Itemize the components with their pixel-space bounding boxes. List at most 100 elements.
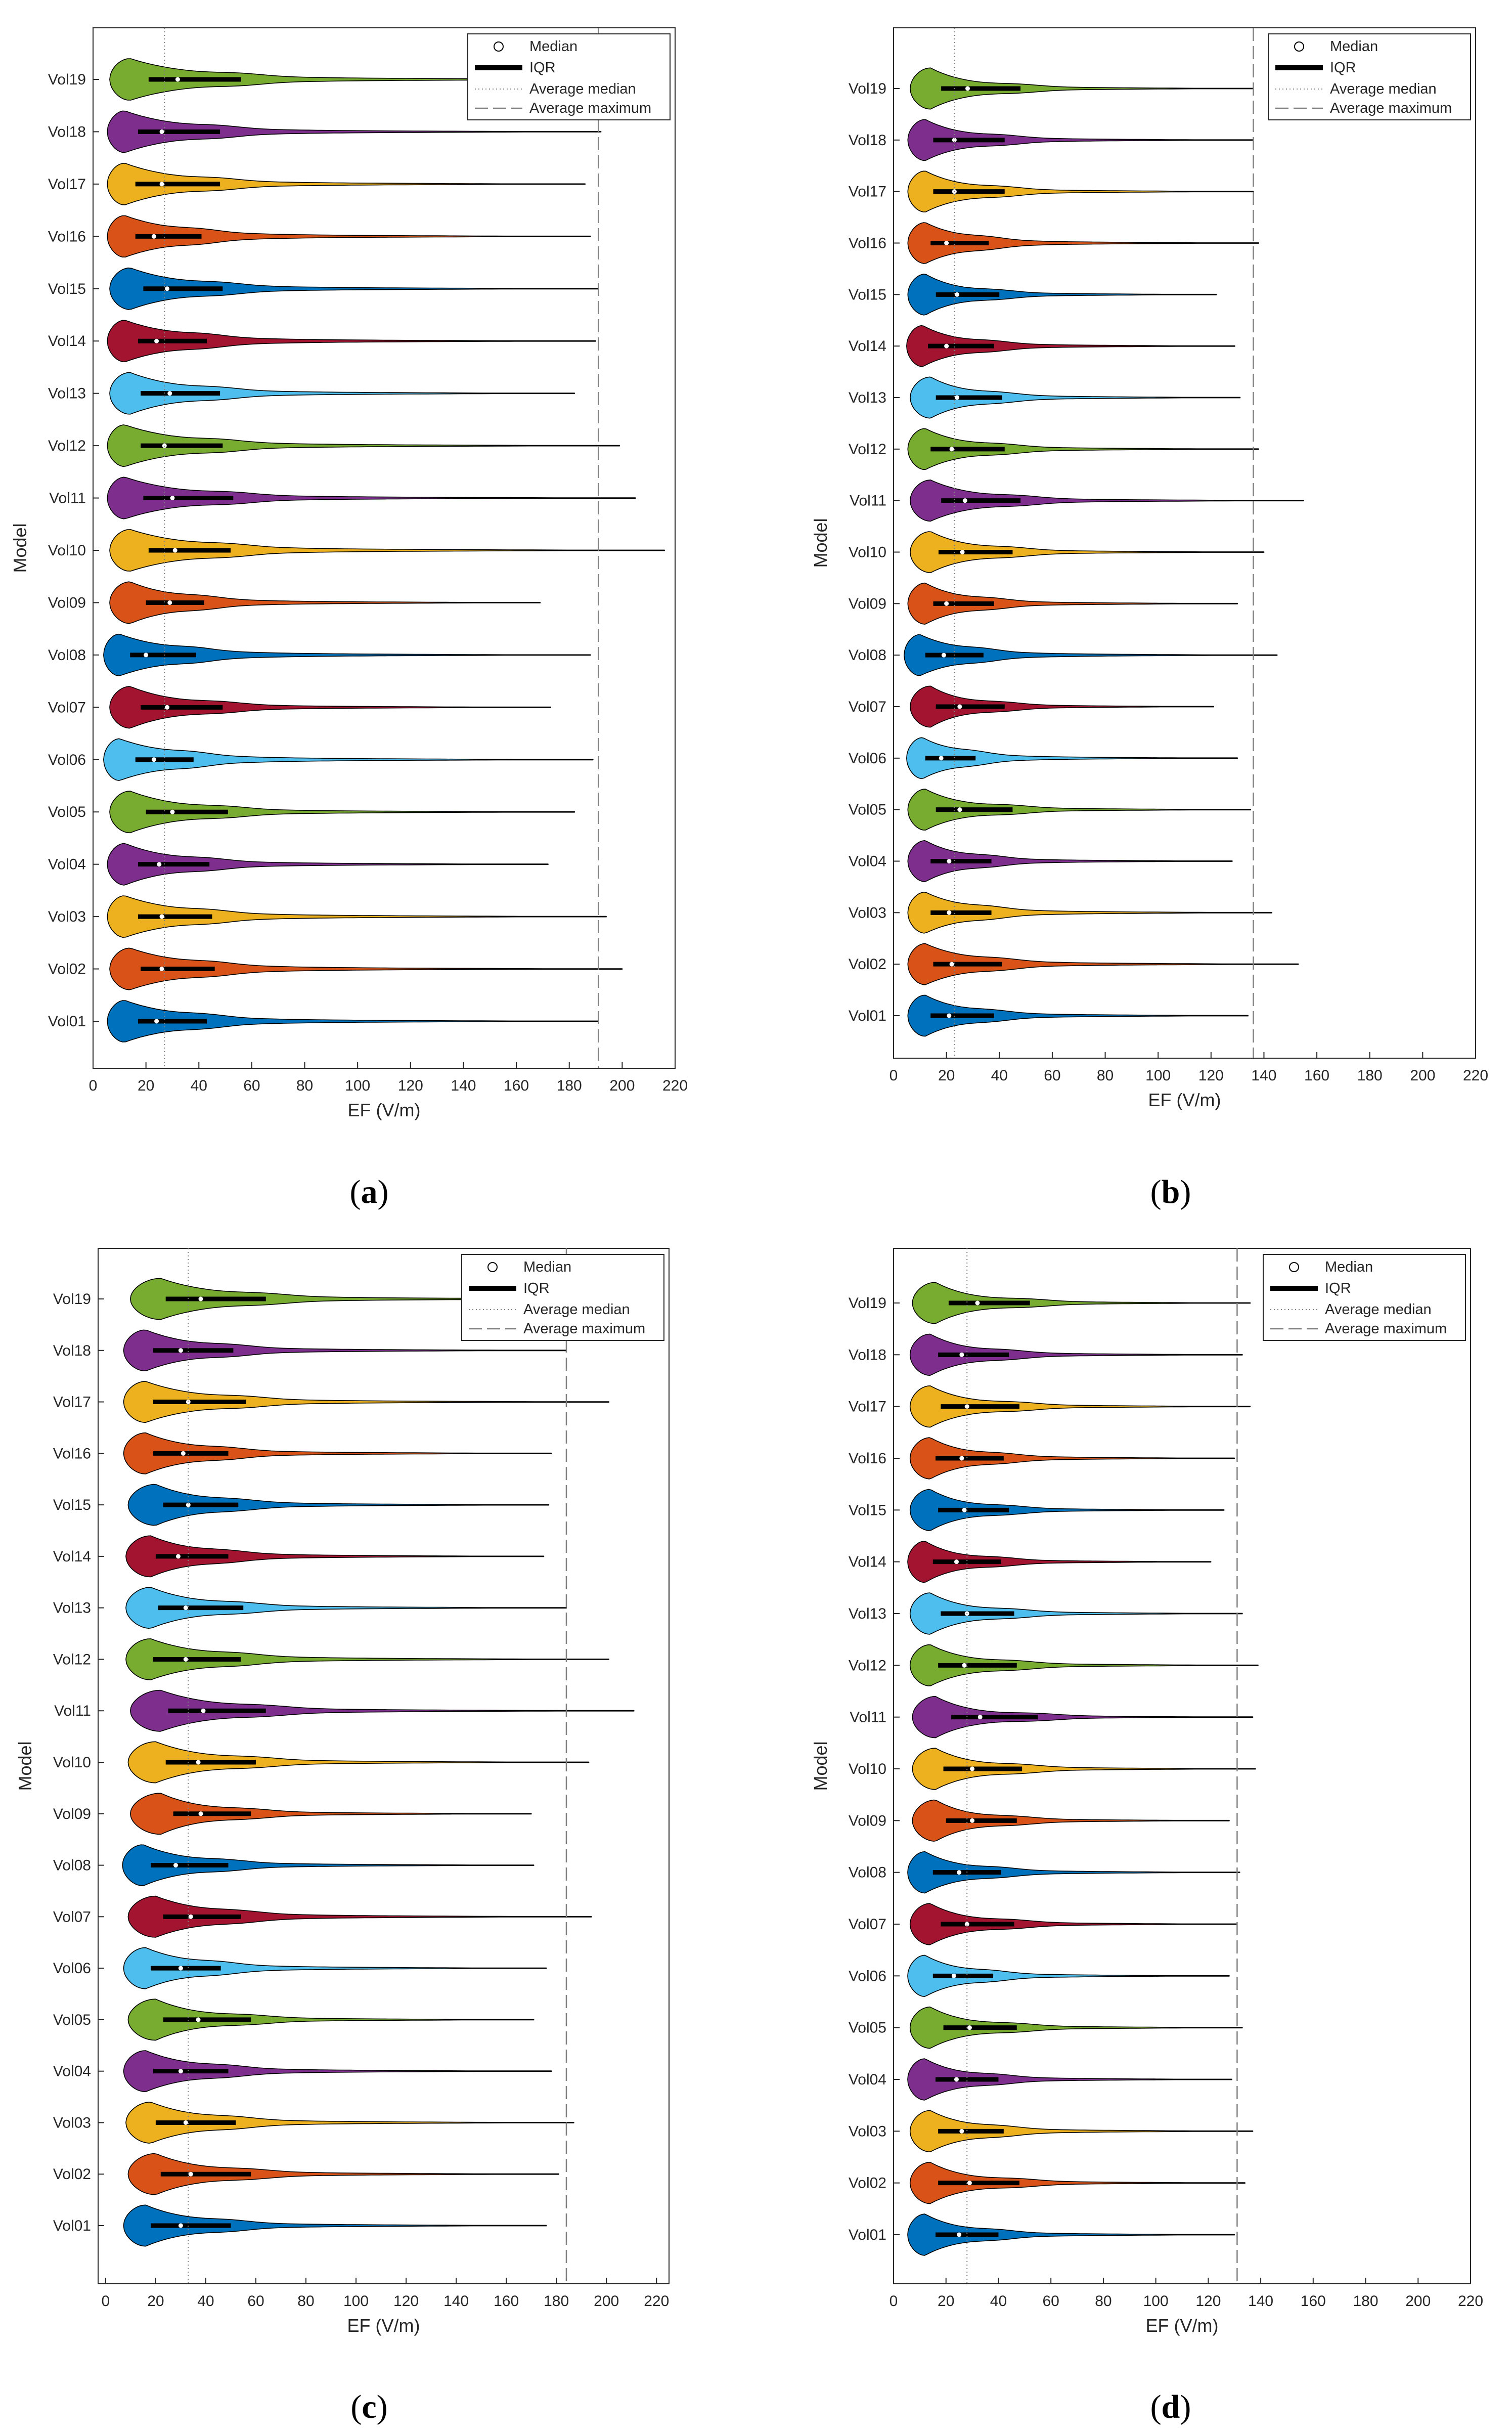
median-marker <box>159 182 164 187</box>
violin-body <box>907 428 1259 470</box>
y-tick-label: Vol15 <box>849 1502 886 1518</box>
violin-body <box>127 1741 590 1784</box>
y-tick-label: Vol07 <box>849 1916 886 1933</box>
violin-body <box>109 947 623 990</box>
median-marker <box>178 2223 183 2228</box>
y-tick-label: Vol03 <box>53 2114 91 2131</box>
x-tick-label: 120 <box>1195 2293 1221 2310</box>
violin-vol19 <box>912 1282 1251 1324</box>
y-tick-label: Vol14 <box>849 1554 886 1571</box>
violin-body <box>907 1541 1212 1583</box>
x-tick-label: 160 <box>494 2293 519 2310</box>
violin-body <box>907 1954 1230 1997</box>
median-marker <box>939 756 944 761</box>
caption-open-paren: ( <box>350 2388 362 2425</box>
x-tick-label: 60 <box>1042 2293 1059 2310</box>
y-tick-label: Vol05 <box>53 2012 91 2028</box>
violin-body <box>109 686 551 729</box>
violin-vol16 <box>909 1437 1235 1480</box>
violin-vol10 <box>127 1741 590 1784</box>
median-marker <box>967 2025 972 2030</box>
median-marker <box>183 2120 188 2125</box>
y-tick-label: Vol08 <box>53 1857 91 1874</box>
violin-body <box>125 1587 567 1629</box>
violin-vol07 <box>109 686 551 729</box>
legend-median-symbol <box>494 41 504 52</box>
x-tick-label: 180 <box>1353 2293 1378 2310</box>
legend-entry-average-maximum: Average maximum <box>1325 1321 1447 1337</box>
violin-vol19 <box>910 67 1254 110</box>
violin-body <box>907 2213 1235 2256</box>
y-tick-label: Vol11 <box>850 493 886 509</box>
median-marker <box>949 447 954 452</box>
median-marker <box>957 1870 962 1875</box>
y-tick-label: Vol19 <box>849 80 886 97</box>
median-marker <box>977 1715 983 1720</box>
violin-vol11 <box>912 1696 1254 1738</box>
y-tick-label: Vol17 <box>53 1394 91 1411</box>
violin-vol08 <box>907 1851 1240 1894</box>
violin-body <box>103 633 591 676</box>
x-tick-label: 0 <box>89 1077 98 1094</box>
violin-body <box>907 891 1272 934</box>
legend-entry-iqr: IQR <box>1330 60 1356 76</box>
y-tick-label: Vol05 <box>849 2020 886 2036</box>
x-tick-label: 60 <box>1044 1067 1060 1084</box>
median-marker <box>964 1404 969 1409</box>
x-tick-label: 220 <box>1463 1067 1488 1084</box>
median-marker <box>944 343 949 349</box>
x-tick-label: 140 <box>443 2293 469 2310</box>
y-tick-label: Vol12 <box>849 441 886 458</box>
median-marker <box>196 2017 201 2022</box>
y-tick-label: Vol01 <box>48 1013 86 1030</box>
median-marker <box>941 653 946 658</box>
x-tick-label: 140 <box>451 1077 476 1094</box>
violin-vol12 <box>907 428 1259 470</box>
x-tick-label: 100 <box>345 1077 370 1094</box>
violin-body <box>109 529 665 572</box>
y-tick-label: Vol03 <box>849 904 886 921</box>
violin-body <box>909 2110 1254 2152</box>
median-marker <box>951 1973 956 1978</box>
x-tick-label: 20 <box>938 1067 955 1084</box>
x-tick-label: 180 <box>557 1077 582 1094</box>
legend-entry-iqr: IQR <box>523 1280 550 1296</box>
y-tick-label: Vol15 <box>849 286 886 303</box>
y-tick-label: Vol06 <box>849 1968 886 1984</box>
axes-box <box>893 1248 1471 2284</box>
violin-body <box>909 1592 1243 1635</box>
violin-vol16 <box>107 215 591 257</box>
panel-caption: (a) <box>350 1173 389 1210</box>
violin-body <box>107 110 602 153</box>
x-tick-label: 200 <box>1405 2293 1431 2310</box>
caption-close-paren: ) <box>1180 1173 1191 1210</box>
median-marker <box>954 1559 959 1564</box>
violin-vol01 <box>907 2213 1235 2256</box>
violin-vol08 <box>122 1844 535 1886</box>
violin-vol04 <box>907 840 1233 882</box>
violin-body <box>125 1638 609 1680</box>
violin-vol17 <box>123 1381 609 1423</box>
violin-body <box>909 2161 1246 2204</box>
x-tick-label: 200 <box>609 1077 635 1094</box>
caption-letter: a <box>361 1173 378 1210</box>
y-tick-label: Vol02 <box>48 961 86 978</box>
x-tick-label: 200 <box>594 2293 619 2310</box>
y-tick-label: Vol15 <box>48 281 86 297</box>
x-tick-label: 160 <box>504 1077 529 1094</box>
median-marker <box>183 1657 188 1662</box>
median-marker <box>144 653 149 658</box>
violin-body <box>912 1282 1251 1324</box>
median-marker <box>157 862 162 867</box>
violin-vol05 <box>907 789 1252 831</box>
median-marker <box>970 1766 975 1771</box>
y-tick-label: Vol11 <box>49 490 86 507</box>
y-tick-label: Vol16 <box>48 228 86 245</box>
y-tick-label: Vol07 <box>53 1908 91 1925</box>
x-tick-label: 0 <box>102 2293 110 2310</box>
y-tick-label: Vol11 <box>54 1703 91 1719</box>
y-tick-label: Vol02 <box>849 956 886 973</box>
violin-body <box>910 531 1265 573</box>
y-tick-label: Vol07 <box>849 699 886 715</box>
y-tick-label: Vol08 <box>849 1864 886 1881</box>
